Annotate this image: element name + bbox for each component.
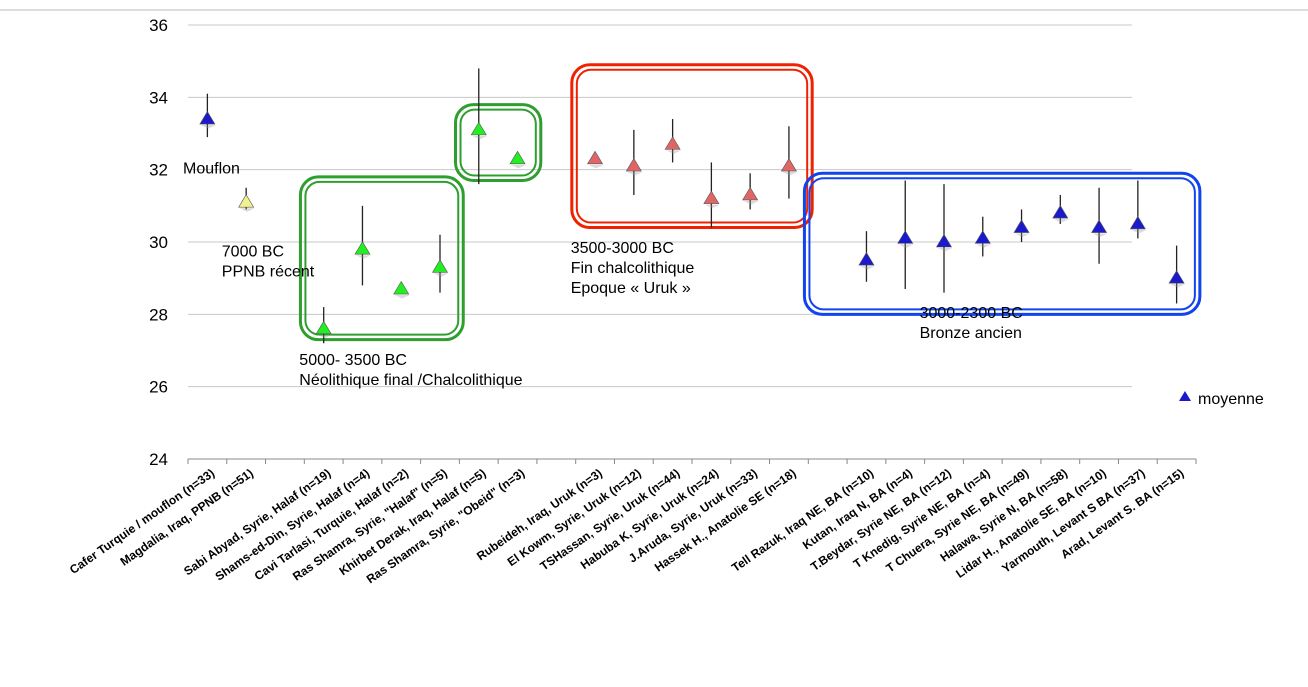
data-marker bbox=[1052, 204, 1069, 219]
legend: moyenne bbox=[1179, 391, 1264, 408]
marker-shadow bbox=[666, 150, 682, 154]
y-tick-label: 30 bbox=[149, 233, 168, 252]
group-box-outer bbox=[454, 103, 543, 183]
y-tick-label: 26 bbox=[149, 378, 168, 397]
marker-shadow bbox=[627, 172, 643, 176]
data-marker bbox=[664, 136, 681, 150]
group-box bbox=[570, 63, 814, 230]
data-marker bbox=[703, 190, 720, 204]
y-axis-ticks: 24 26 28 30 32 34 36 bbox=[149, 16, 168, 469]
annotation-line: Epoque « Uruk » bbox=[571, 280, 691, 297]
y-tick-label: 28 bbox=[149, 305, 168, 324]
legend-marker bbox=[1179, 391, 1191, 401]
annotation-label: 3000-2300 BC Bronze ancien bbox=[920, 305, 1023, 342]
data-marker bbox=[1091, 219, 1108, 233]
group-box bbox=[454, 103, 543, 183]
data-marker bbox=[897, 230, 914, 244]
annotation-line: 7000 BC bbox=[222, 243, 284, 260]
annotations: Mouflon 7000 BC PPNB récent 5000- 3500 BC Né… bbox=[183, 160, 1023, 389]
data-marker bbox=[509, 150, 526, 165]
data-marker bbox=[587, 150, 604, 165]
data-marker bbox=[1013, 219, 1030, 233]
data-marker bbox=[742, 186, 759, 201]
data-marker bbox=[1129, 215, 1146, 230]
marker-shadow bbox=[859, 266, 875, 270]
marker-shadow bbox=[433, 273, 449, 277]
group-box-inner bbox=[304, 180, 460, 336]
marker-shadow bbox=[1053, 219, 1069, 223]
marker-shadow bbox=[1170, 284, 1186, 288]
data-marker bbox=[315, 320, 332, 335]
data-marker bbox=[1168, 270, 1185, 284]
marker-shadow bbox=[1131, 229, 1147, 234]
marker-shadow bbox=[588, 164, 604, 169]
y-tick-label: 32 bbox=[149, 161, 168, 180]
data-marker bbox=[393, 280, 410, 295]
group-box-inner bbox=[459, 108, 537, 177]
group-box bbox=[802, 171, 1202, 316]
marker-shadow bbox=[704, 204, 720, 209]
marker-shadow bbox=[394, 295, 410, 299]
data-marker bbox=[935, 233, 953, 248]
group-box-outer bbox=[802, 171, 1202, 316]
marker-shadow bbox=[937, 248, 953, 252]
annotation-label: Mouflon bbox=[183, 160, 240, 177]
marker-shadow bbox=[317, 334, 333, 339]
annotation-line: Bronze ancien bbox=[920, 325, 1022, 342]
annotation-line: 3000-2300 BC bbox=[920, 305, 1023, 322]
group-box-inner bbox=[575, 68, 809, 224]
y-tick-label: 36 bbox=[149, 16, 168, 35]
data-marker bbox=[199, 110, 216, 125]
marker-shadow bbox=[976, 244, 992, 248]
annotation-line: 5000- 3500 BC bbox=[299, 352, 407, 369]
marker-shadow bbox=[898, 244, 914, 248]
group-box-outer bbox=[298, 175, 465, 342]
marker-shadow bbox=[1092, 233, 1108, 238]
data-marker bbox=[470, 121, 487, 136]
annotation-line: Néolithique final /Chalcolithique bbox=[299, 372, 522, 389]
error-bars bbox=[206, 68, 1178, 344]
x-axis-ticks: Cafer Turquie / mouflon (n=33)Magdalia, … bbox=[67, 459, 1197, 586]
data-marker bbox=[780, 157, 797, 172]
y-tick-label: 24 bbox=[149, 450, 168, 469]
data-marker bbox=[858, 252, 875, 266]
marker-shadow bbox=[355, 255, 371, 259]
marker-shadow bbox=[1015, 233, 1031, 238]
y-tick-label: 34 bbox=[149, 88, 168, 107]
data-marker bbox=[238, 194, 255, 208]
group-box-outer bbox=[570, 63, 814, 230]
annotation-label: 3500-3000 BC Fin chalcolithique Epoque « U… bbox=[571, 240, 695, 297]
data-marker bbox=[431, 259, 449, 273]
gridlines bbox=[188, 24, 1132, 388]
group-box bbox=[298, 175, 465, 342]
marker-shadow bbox=[511, 164, 527, 169]
data-markers bbox=[199, 110, 1186, 339]
annotation-line: Fin chalcolithique bbox=[571, 260, 695, 277]
annotation-line: 3500-3000 BC bbox=[571, 240, 674, 257]
data-marker bbox=[625, 157, 642, 172]
data-marker bbox=[354, 241, 371, 255]
annotation-line: Mouflon bbox=[183, 160, 240, 177]
group-boxes bbox=[298, 63, 1202, 342]
annotation-line: PPNB récent bbox=[222, 263, 315, 280]
marker-shadow bbox=[743, 200, 759, 205]
data-marker bbox=[974, 230, 991, 244]
annotation-label: 7000 BC PPNB récent bbox=[222, 243, 315, 280]
group-box-inner bbox=[808, 177, 1196, 311]
legend-label: moyenne bbox=[1198, 391, 1264, 408]
marker-shadow bbox=[200, 125, 216, 129]
marker-shadow bbox=[472, 135, 488, 140]
marker-shadow bbox=[239, 208, 255, 212]
marker-shadow bbox=[782, 172, 798, 176]
annotation-label: 5000- 3500 BC Néolithique final /Chalcoli… bbox=[299, 352, 522, 389]
